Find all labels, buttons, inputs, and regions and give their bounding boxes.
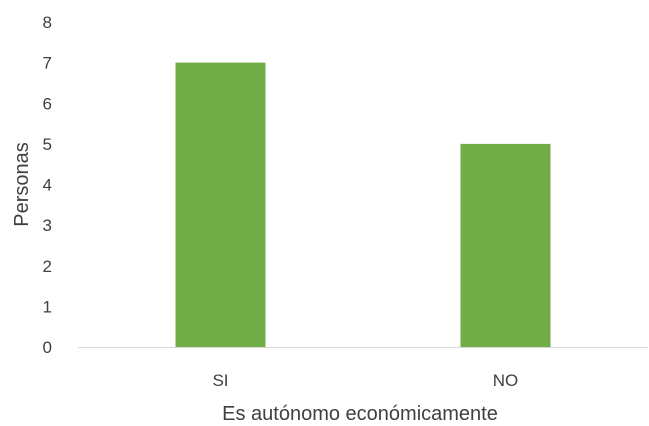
x-axis-title: Es autónomo económicamente — [222, 403, 498, 425]
bar-si — [175, 62, 266, 347]
y-axis-ticks: 0 1 2 3 4 5 6 7 8 — [43, 13, 52, 357]
y-tick-label: 5 — [43, 135, 52, 154]
y-tick-label: 8 — [43, 13, 52, 32]
bars — [175, 62, 551, 347]
y-tick-label: 0 — [43, 338, 52, 357]
y-tick-label: 7 — [43, 54, 52, 73]
y-axis-title: Personas — [11, 142, 33, 227]
bar-no — [460, 143, 551, 347]
x-tick-label: SI — [212, 371, 228, 390]
x-axis-ticks: SI NO — [212, 371, 518, 390]
y-tick-label: 4 — [43, 176, 52, 195]
y-tick-label: 6 — [43, 94, 52, 113]
y-tick-label: 1 — [43, 297, 52, 316]
y-tick-label: 3 — [43, 216, 52, 235]
x-tick-label: NO — [493, 371, 519, 390]
y-tick-label: 2 — [43, 257, 52, 276]
